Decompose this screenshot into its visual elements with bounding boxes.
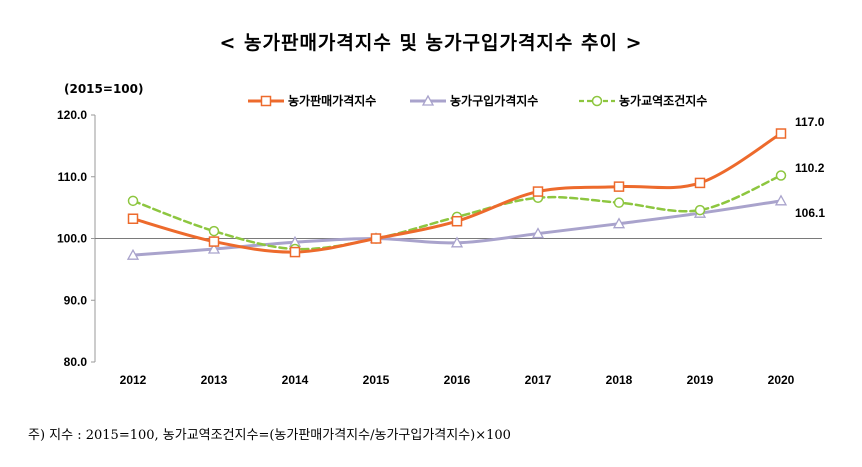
purchase-index-marker <box>126 248 140 260</box>
sales-index-marker <box>127 213 139 224</box>
terms-of-trade-index-marker <box>613 197 625 208</box>
purchase-index-marker <box>207 242 221 254</box>
purchase-index-marker <box>774 194 788 206</box>
x-tick-label: 2012 <box>120 373 147 387</box>
chart-title: < 농가판매가격지수 및 농가구입가격지수 추이 > <box>219 32 643 54</box>
purchase-index-end-label: 106.1 <box>795 206 825 220</box>
unit-label: (2015=100) <box>64 82 144 96</box>
legend-marker-sales-index <box>260 95 272 107</box>
sales-index-marker <box>694 177 706 189</box>
legend-marker-terms-of-trade-index <box>591 95 603 107</box>
y-tick-label: 90.0 <box>64 293 88 307</box>
sales-index-marker <box>451 215 463 227</box>
x-tick-label: 2014 <box>282 373 309 387</box>
purchase-index-marker <box>612 217 626 229</box>
y-tick-label: 120.0 <box>57 108 87 122</box>
sales-index-marker <box>370 233 382 244</box>
terms-of-trade-index-marker <box>208 225 220 237</box>
sales-index-marker <box>289 246 301 258</box>
purchase-index-marker <box>450 236 464 248</box>
sales-index-line <box>131 132 783 254</box>
sales-index-marker <box>775 128 787 139</box>
legend-marker-purchase-index <box>421 94 435 106</box>
sales-index-marker <box>532 186 544 197</box>
x-tick-label: 2015 <box>363 373 390 387</box>
terms-of-trade-index-marker <box>127 195 139 207</box>
terms-of-trade-index-marker <box>694 204 706 216</box>
purchase-index-marker <box>531 227 545 239</box>
x-tick-label: 2017 <box>525 373 552 387</box>
y-tick-label: 80.0 <box>64 355 88 369</box>
legend-label-sales-index: 농가판매가격지수 <box>288 93 376 108</box>
legend-label-terms-of-trade-index: 농가교역조건지수 <box>619 93 707 108</box>
x-tick-label: 2016 <box>444 373 471 387</box>
sales-index-end-label: 117.0 <box>795 115 825 129</box>
terms-of-trade-index-marker <box>775 170 787 181</box>
sales-index-marker <box>613 181 625 192</box>
sales-index-marker <box>208 236 220 247</box>
legend-label-purchase-index: 농가구입가격지수 <box>450 93 538 108</box>
x-tick-label: 2018 <box>606 373 633 387</box>
footnote: 주) 지수 : 2015=100, 농가교역조건지수=(농가판매가격지수/농가구… <box>28 428 511 443</box>
x-tick-label: 2020 <box>768 373 795 387</box>
y-tick-label: 100.0 <box>57 232 87 246</box>
terms-of-trade-index-end-label: 110.2 <box>795 161 825 175</box>
y-tick-label: 110.0 <box>58 170 88 184</box>
x-tick-label: 2019 <box>687 373 714 387</box>
x-tick-label: 2013 <box>201 373 228 387</box>
